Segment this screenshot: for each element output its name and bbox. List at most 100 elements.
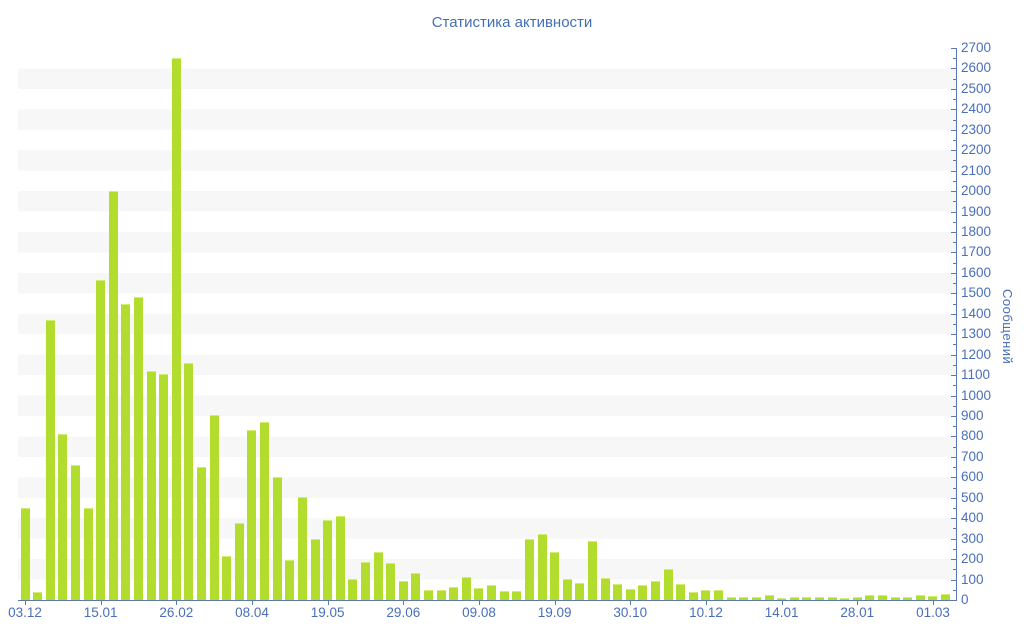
bar <box>171 58 181 600</box>
x-tick-label: 28.01 <box>840 605 875 620</box>
bar <box>20 508 30 600</box>
bar <box>121 303 131 600</box>
x-tick <box>857 601 859 605</box>
y-minor-tick <box>953 385 957 387</box>
bar <box>310 538 320 600</box>
bar <box>941 593 951 600</box>
x-tick-label: 30.10 <box>613 605 648 620</box>
x-tick-label: 15.01 <box>83 605 118 620</box>
bar <box>209 414 219 600</box>
bar <box>260 422 270 600</box>
y-tick-label: 200 <box>961 551 984 567</box>
y-major-tick <box>951 497 957 499</box>
bar <box>197 467 207 600</box>
y-major-tick <box>951 313 957 315</box>
bar <box>234 523 244 600</box>
y-tick-label: 1200 <box>961 346 992 362</box>
bar <box>96 280 106 600</box>
bar <box>726 596 736 600</box>
y-major-tick <box>951 232 957 233</box>
y-major-tick <box>951 579 957 581</box>
bar <box>524 538 534 600</box>
y-minor-tick <box>953 364 957 366</box>
bar <box>663 569 673 600</box>
y-major-tick <box>951 395 957 397</box>
y-tick-label: 700 <box>961 448 984 464</box>
x-tick-label: 01.03 <box>916 605 950 620</box>
bar <box>751 596 761 600</box>
bar <box>814 597 824 600</box>
y-minor-tick <box>953 221 957 223</box>
y-tick-label: 2300 <box>961 121 992 137</box>
y-tick-label: 1000 <box>961 387 992 403</box>
y-minor-tick <box>953 548 957 550</box>
bar <box>348 578 358 600</box>
bar <box>613 583 623 600</box>
x-axis <box>18 600 957 601</box>
bar <box>184 362 194 600</box>
y-minor-tick <box>953 569 957 571</box>
bar <box>449 586 459 600</box>
y-tick-label: 800 <box>961 428 984 444</box>
y-tick-label: 1700 <box>961 244 992 260</box>
bar <box>701 589 711 600</box>
y-minor-tick <box>953 140 957 141</box>
bar <box>247 430 257 600</box>
y-minor-tick <box>953 201 957 203</box>
y-tick-label: 1100 <box>961 367 991 383</box>
y-major-tick <box>951 109 957 111</box>
y-minor-tick <box>953 119 957 121</box>
y-major-tick <box>951 559 957 561</box>
bar <box>575 582 585 600</box>
y-tick-label: 1300 <box>961 326 992 342</box>
x-tick <box>327 601 329 605</box>
x-tick-label: 19.05 <box>310 605 345 620</box>
bar <box>928 595 938 600</box>
bar <box>222 556 232 600</box>
y-major-tick <box>951 600 957 601</box>
bar <box>865 594 875 600</box>
bar <box>625 588 635 600</box>
y-tick-label: 2600 <box>961 60 992 76</box>
bar <box>159 374 169 600</box>
y-minor-tick <box>953 160 957 162</box>
bar <box>651 580 661 600</box>
x-tick-label: 09.08 <box>462 605 496 620</box>
bar <box>33 591 43 600</box>
bar <box>789 597 799 600</box>
y-tick-label: 2400 <box>961 101 992 117</box>
y-tick-label: 400 <box>961 510 984 526</box>
y-tick-label: 2100 <box>961 162 992 178</box>
y-major-tick <box>951 477 957 479</box>
y-major-tick <box>951 334 957 336</box>
y-major-tick <box>951 375 957 377</box>
x-tick-label: 10.12 <box>689 605 723 620</box>
bar <box>411 573 421 600</box>
bar <box>335 516 345 600</box>
x-tick-label: 26.02 <box>159 605 194 620</box>
y-minor-tick <box>953 508 957 509</box>
y-tick-label: 2200 <box>961 142 992 158</box>
bar <box>45 319 55 600</box>
bar <box>133 297 143 600</box>
bar <box>827 597 837 600</box>
y-tick-label: 500 <box>961 489 984 505</box>
y-major-tick <box>951 252 957 254</box>
y-major-tick <box>951 191 957 193</box>
y-minor-tick <box>953 99 957 101</box>
x-tick <box>478 601 480 605</box>
bar <box>323 520 333 600</box>
bar <box>714 589 724 600</box>
x-tick <box>630 601 632 605</box>
y-major-tick <box>951 416 957 417</box>
bar <box>587 540 597 600</box>
bar <box>600 577 610 600</box>
y-minor-tick <box>953 426 957 428</box>
bar <box>360 562 370 600</box>
y-minor-tick <box>953 405 957 407</box>
bar <box>58 434 68 600</box>
y-major-tick <box>951 68 957 70</box>
bar <box>915 594 925 600</box>
x-tick-label: 19.09 <box>537 605 572 620</box>
